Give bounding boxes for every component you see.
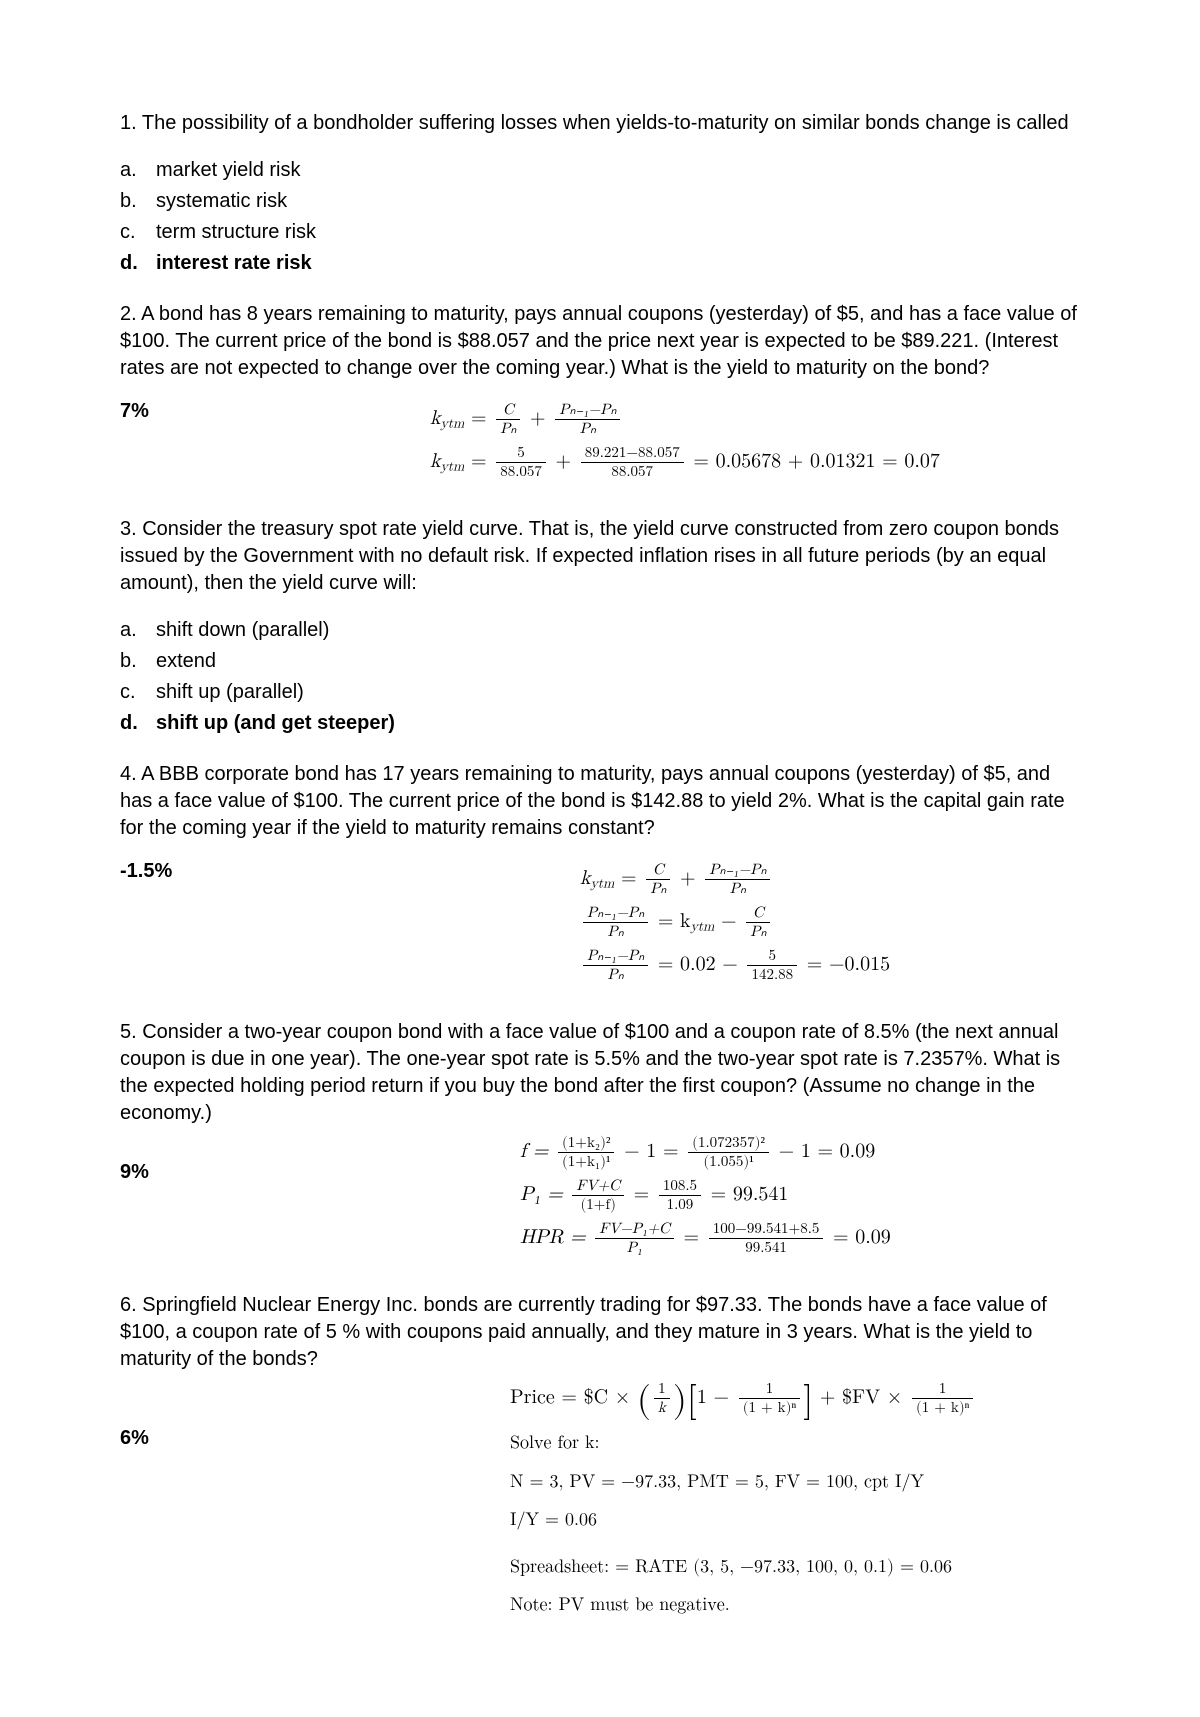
- q4-text: 4. A BBB corporate bond has 17 years rem…: [120, 761, 1080, 842]
- q4-math-line1: kytm = CPₙ + Pₙ₋₁−PₙPₙ: [580, 860, 890, 897]
- q5-answer-row: 9% f = (1+k₂)²(1+k₁)¹ − 1 = (1.072357)²(…: [120, 1133, 1080, 1262]
- q2-answer-row: 7% kytm = CPₙ + Pₙ₋₁−PₙPₙ kytm = 588.057…: [120, 400, 1080, 486]
- q5-math: f = (1+k₂)²(1+k₁)¹ − 1 = (1.072357)²(1.0…: [520, 1133, 891, 1262]
- q6-answer-row: 6% Price = $C × (1k)[1 − 1(1 + k)ⁿ] + $F…: [120, 1379, 1080, 1628]
- q3-option-a: a.shift down (parallel): [120, 615, 1080, 646]
- q6-solve-label: Solve for k:: [510, 1427, 976, 1459]
- q4-math: kytm = CPₙ + Pₙ₋₁−PₙPₙ Pₙ₋₁−PₙPₙ = kytm …: [580, 860, 890, 989]
- q6-spread-line: Spreadsheet: = RATE (3, 5, −97.33, 100, …: [510, 1551, 976, 1583]
- q2-math: kytm = CPₙ + Pₙ₋₁−PₙPₙ kytm = 588.057 + …: [430, 400, 940, 486]
- q5-answer: 9%: [120, 1133, 520, 1184]
- q2-answer: 7%: [120, 400, 430, 423]
- q5-math-p1: P₁ = FV+C(1+f) = 108.51.09 = 99.541: [520, 1176, 891, 1213]
- q6-solve-line1: N = 3, PV = −97.33, PMT = 5, FV = 100, c…: [510, 1466, 976, 1498]
- q3-option-b: b.extend: [120, 646, 1080, 677]
- q6-text: 6. Springfield Nuclear Energy Inc. bonds…: [120, 1292, 1080, 1373]
- q4-answer: -1.5%: [120, 860, 580, 883]
- q5-math-hpr: HPR = FV−P₁+CP₁ = 100−99.541+8.599.541 =…: [520, 1219, 891, 1256]
- q2-math-line1: kytm = CPₙ + Pₙ₋₁−PₙPₙ: [430, 400, 940, 437]
- q2-math-line2: kytm = 588.057 + 89.221−88.05788.057 = 0…: [430, 443, 940, 480]
- q4-math-line3: Pₙ₋₁−PₙPₙ = 0.02 − 5142.88 = −0.015: [580, 946, 890, 983]
- q5-math-f: f = (1+k₂)²(1+k₁)¹ − 1 = (1.072357)²(1.0…: [520, 1133, 891, 1170]
- q1-option-a: a.market yield risk: [120, 155, 1080, 186]
- q6-solve-line2: I/Y = 0.06: [510, 1504, 976, 1536]
- q6-math: Price = $C × (1k)[1 − 1(1 + k)ⁿ] + $FV ×…: [510, 1379, 976, 1628]
- q3-option-c: c.shift up (parallel): [120, 677, 1080, 708]
- document-page: 1. The possibility of a bondholder suffe…: [0, 0, 1200, 1717]
- q1-option-b: b.systematic risk: [120, 186, 1080, 217]
- q2-text: 2. A bond has 8 years remaining to matur…: [120, 301, 1080, 382]
- q6-note-line: Note: PV must be negative.: [510, 1589, 976, 1621]
- q4-answer-row: -1.5% kytm = CPₙ + Pₙ₋₁−PₙPₙ Pₙ₋₁−PₙPₙ =…: [120, 860, 1080, 989]
- q6-answer: 6%: [120, 1379, 510, 1450]
- q4-math-line2: Pₙ₋₁−PₙPₙ = kytm − CPₙ: [580, 903, 890, 940]
- q1-text: 1. The possibility of a bondholder suffe…: [120, 110, 1080, 137]
- q1-option-c: c.term structure risk: [120, 217, 1080, 248]
- q1-option-d-correct: d.interest rate risk: [120, 248, 1080, 279]
- q1-options: a.market yield risk b.systematic risk c.…: [120, 155, 1080, 279]
- q6-math-price: Price = $C × (1k)[1 − 1(1 + k)ⁿ] + $FV ×…: [510, 1379, 976, 1416]
- q3-text: 3. Consider the treasury spot rate yield…: [120, 516, 1080, 597]
- q3-option-d-correct: d.shift up (and get steeper): [120, 708, 1080, 739]
- q5-text: 5. Consider a two-year coupon bond with …: [120, 1019, 1080, 1127]
- q3-options: a.shift down (parallel) b.extend c.shift…: [120, 615, 1080, 739]
